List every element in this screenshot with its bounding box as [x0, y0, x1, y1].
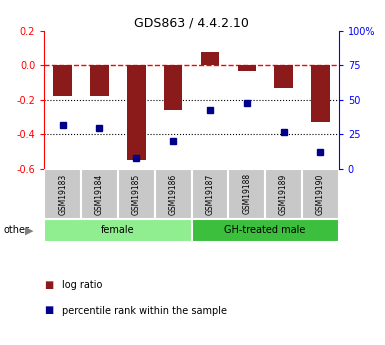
Bar [311, 66, 330, 122]
Bar [127, 66, 146, 160]
Text: GSM19189: GSM19189 [279, 173, 288, 215]
Bar [44, 169, 81, 219]
Bar [90, 66, 109, 96]
Text: other: other [4, 225, 30, 235]
Text: GSM19184: GSM19184 [95, 173, 104, 215]
Text: GSM19185: GSM19185 [132, 173, 141, 215]
Text: GSM19186: GSM19186 [169, 173, 177, 215]
Bar [164, 66, 182, 110]
Bar [201, 52, 219, 66]
Bar [81, 169, 118, 219]
Text: GSM19188: GSM19188 [242, 173, 251, 215]
Bar [265, 169, 302, 219]
Text: GSM19183: GSM19183 [58, 173, 67, 215]
Bar [192, 169, 228, 219]
Bar [155, 169, 192, 219]
Bar [118, 169, 155, 219]
Text: GH-treated male: GH-treated male [224, 225, 306, 235]
Text: ▶: ▶ [25, 225, 33, 235]
Bar [44, 219, 192, 242]
Bar [192, 219, 339, 242]
Bar [275, 66, 293, 88]
Bar [54, 66, 72, 96]
Bar [238, 66, 256, 71]
Bar [302, 169, 339, 219]
Bar [228, 169, 265, 219]
Text: ■: ■ [44, 280, 54, 289]
Text: log ratio: log ratio [62, 280, 102, 289]
Text: female: female [101, 225, 135, 235]
Title: GDS863 / 4.4.2.10: GDS863 / 4.4.2.10 [134, 17, 249, 30]
Text: GSM19190: GSM19190 [316, 173, 325, 215]
Text: percentile rank within the sample: percentile rank within the sample [62, 306, 227, 315]
Text: ■: ■ [44, 306, 54, 315]
Text: GSM19187: GSM19187 [206, 173, 214, 215]
